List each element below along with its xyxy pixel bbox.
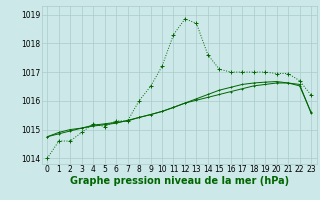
X-axis label: Graphe pression niveau de la mer (hPa): Graphe pression niveau de la mer (hPa) (70, 176, 289, 186)
